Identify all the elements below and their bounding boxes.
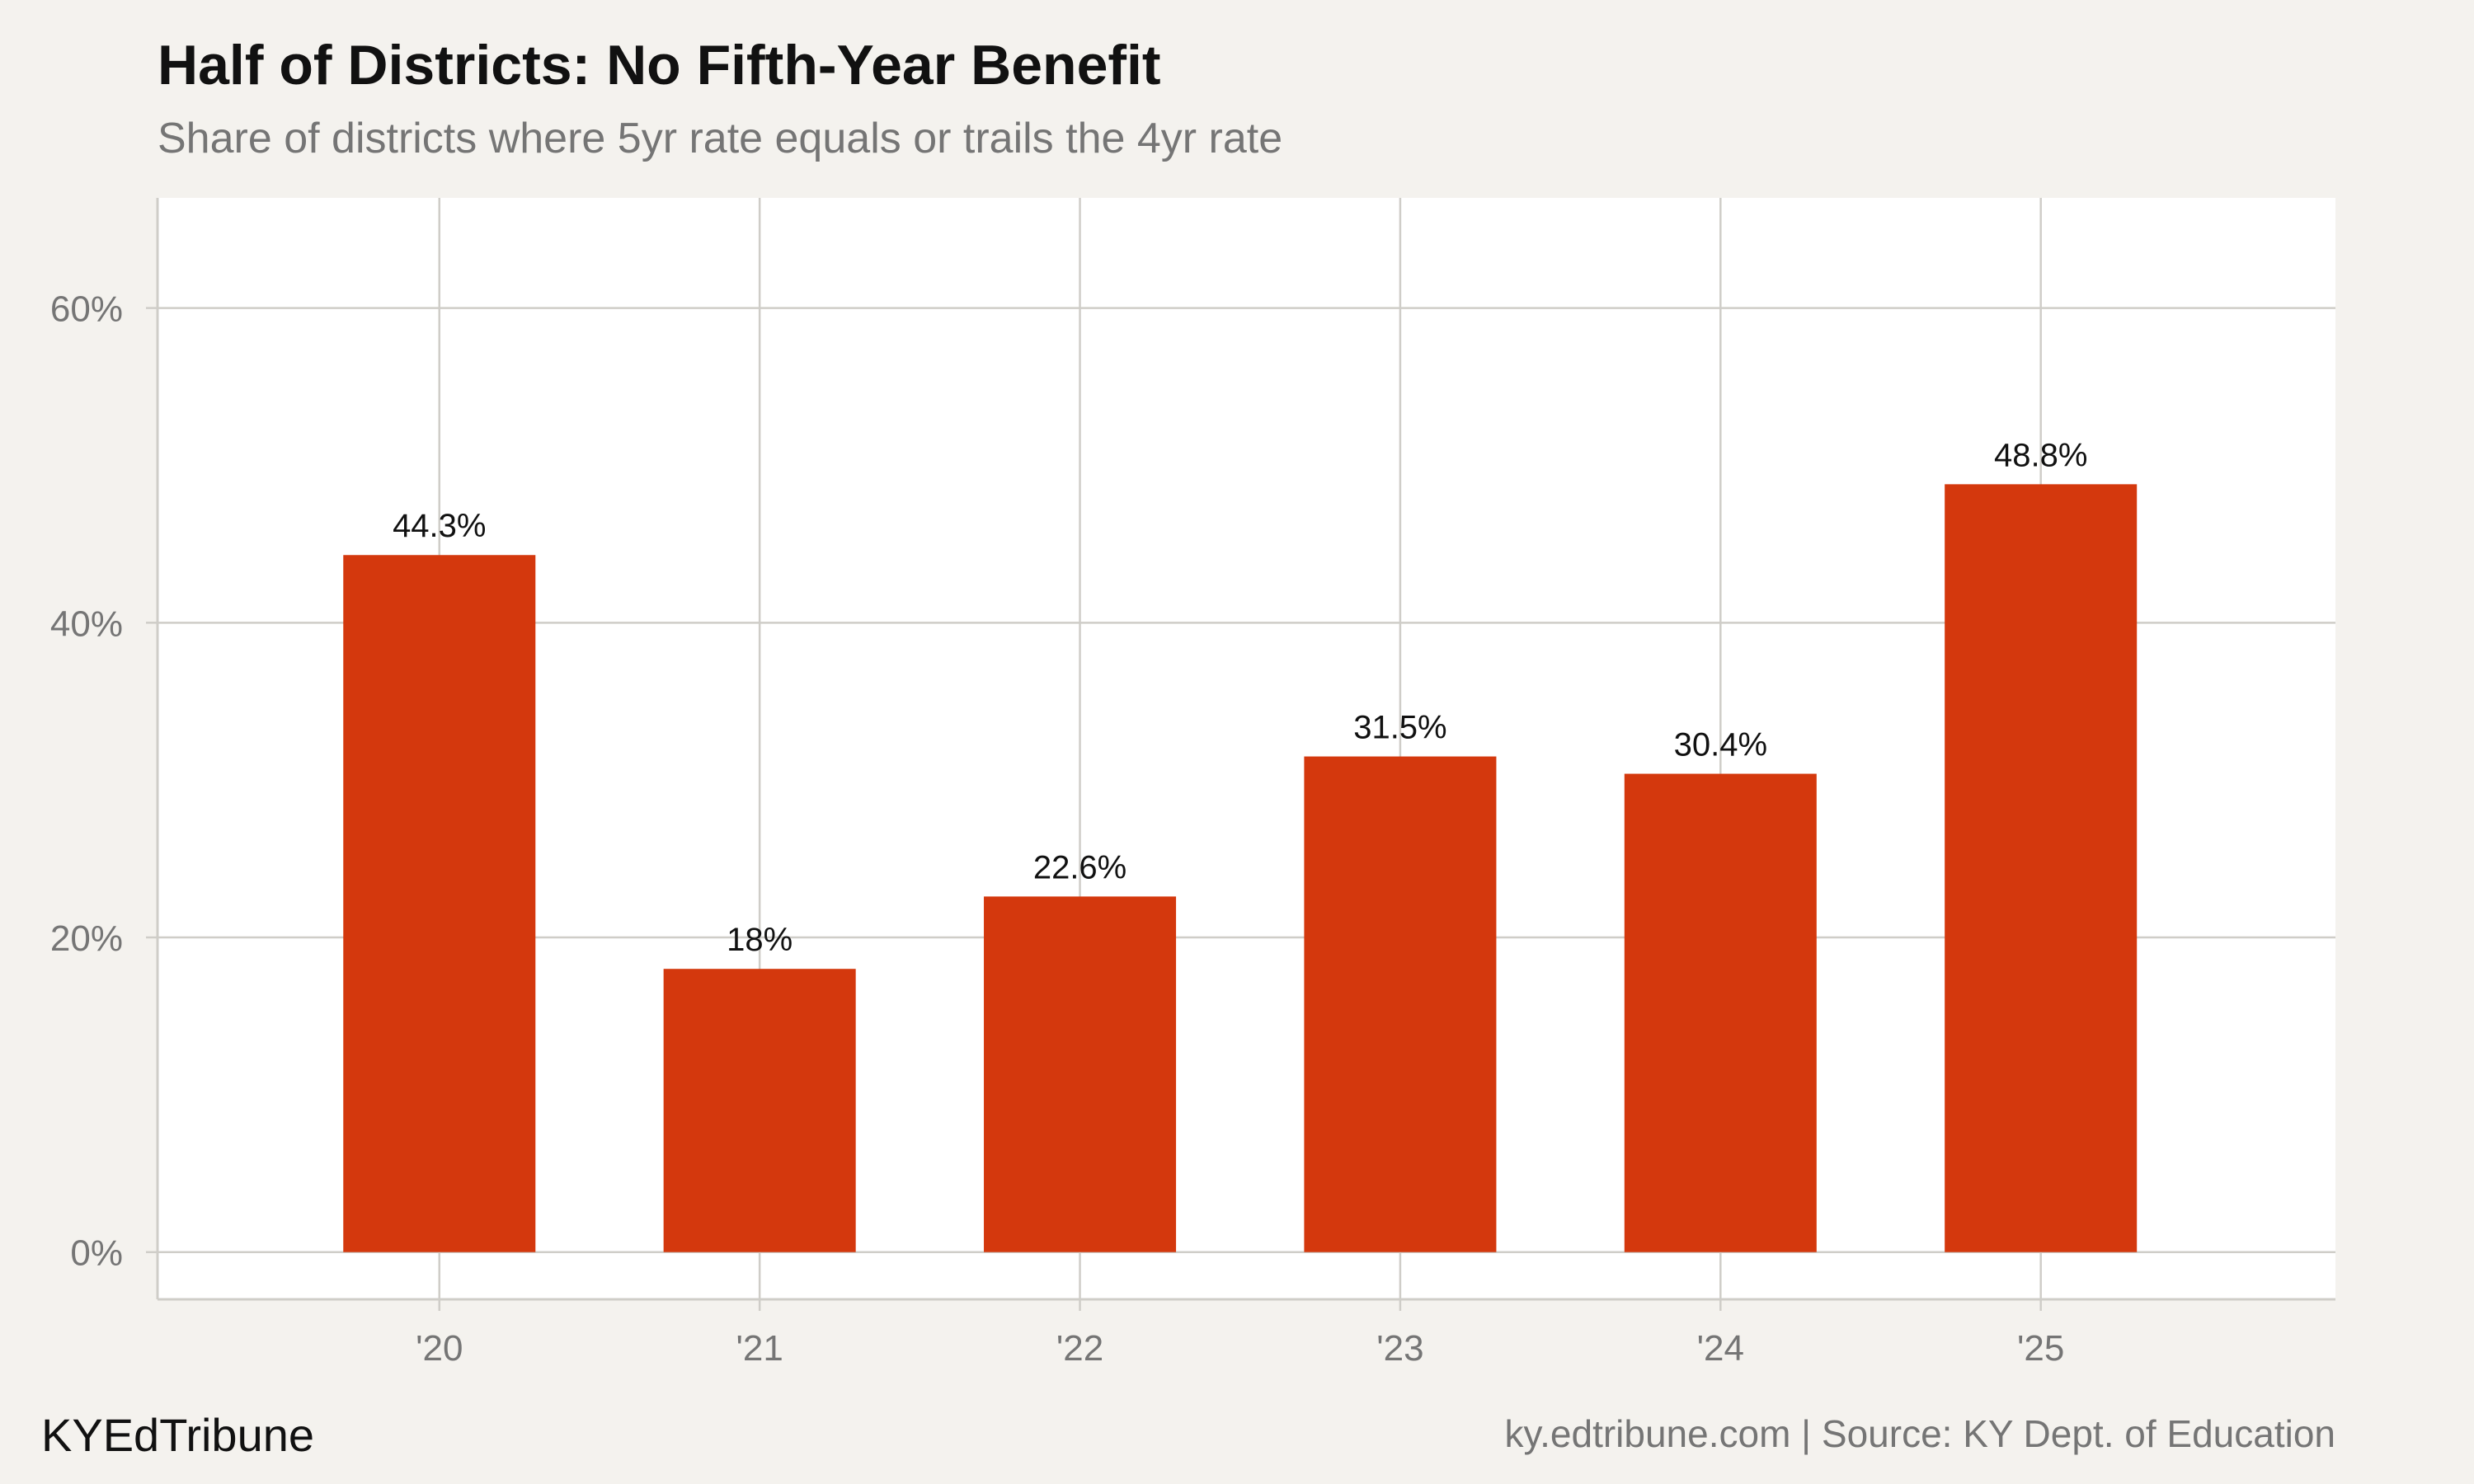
data-label: 18% bbox=[727, 922, 793, 958]
data-label: 48.8% bbox=[1994, 437, 2087, 473]
axes: 0% 20% 40% 60% '20 '21 '22 '23 '24 '25 bbox=[50, 198, 2335, 1369]
source-credit: ky.edtribune.com | Source: KY Dept. of E… bbox=[1504, 1412, 2335, 1455]
bar bbox=[1304, 756, 1497, 1252]
chart-title: Half of Districts: No Fifth-Year Benefit bbox=[158, 34, 1161, 96]
bar bbox=[1624, 773, 1817, 1252]
bar bbox=[663, 969, 856, 1252]
data-label: 30.4% bbox=[1674, 727, 1767, 763]
bars bbox=[343, 484, 2138, 1252]
data-label: 44.3% bbox=[393, 508, 486, 544]
x-tick-label: '25 bbox=[2017, 1328, 2064, 1369]
bar bbox=[984, 896, 1177, 1252]
y-tick-label: 60% bbox=[50, 289, 123, 330]
x-tick-label: '21 bbox=[736, 1328, 783, 1369]
y-tick-label: 40% bbox=[50, 603, 123, 644]
y-tick-label: 0% bbox=[70, 1233, 123, 1274]
x-tick-label: '24 bbox=[1697, 1328, 1744, 1369]
x-tick-label: '20 bbox=[416, 1328, 463, 1369]
chart-subtitle: Share of districts where 5yr rate equals… bbox=[158, 115, 1283, 162]
data-labels: 44.3% 18% 22.6% 31.5% 30.4% 48.8% bbox=[393, 437, 2087, 958]
data-label: 31.5% bbox=[1353, 710, 1446, 746]
data-label: 22.6% bbox=[1033, 849, 1126, 885]
x-tick-label: '23 bbox=[1376, 1328, 1423, 1369]
y-tick-label: 20% bbox=[50, 918, 123, 959]
bar bbox=[343, 555, 536, 1252]
brand-logo-text: KYEdTribune bbox=[41, 1409, 314, 1461]
bar bbox=[1945, 484, 2138, 1252]
x-tick-label: '22 bbox=[1056, 1328, 1103, 1369]
